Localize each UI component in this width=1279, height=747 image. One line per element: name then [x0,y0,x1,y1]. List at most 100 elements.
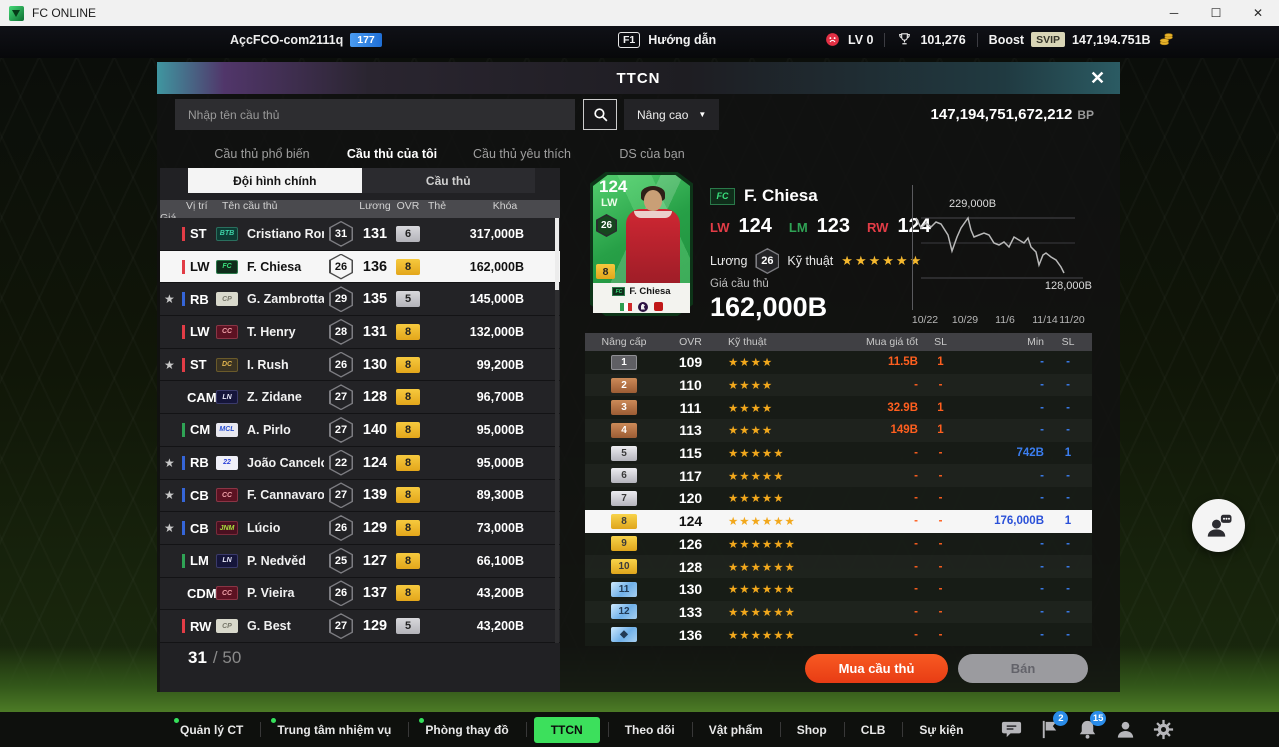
player-row[interactable]: ★ RB CP G. Zambrotta 29 135 5 145,000B [160,283,560,317]
upgrade-row[interactable]: 12 133 ★★★★★★ - - - - [585,600,1092,624]
player-position: RB [174,455,214,470]
nav-item[interactable]: Trung tâm nhiệm vụ [260,712,408,747]
player-row[interactable]: ★ LM LN P. Nedvěd 25 127 8 66,100B [160,544,560,578]
subtab-players[interactable]: Cầu thủ [361,168,535,193]
tab-popular-players[interactable]: Cầu thủ phổ biến [214,147,310,161]
flag-icon[interactable]: 2 [1038,711,1069,741]
detail-positions: LW 124 LM 123 RW 124 [710,215,939,238]
scrollbar-thumb[interactable] [555,218,559,290]
buy-player-button[interactable]: Mua cầu thủ [805,654,948,683]
player-row[interactable]: ★ RB 22 João Cancelo 22 124 8 95,000B [160,446,560,480]
chat-fab-button[interactable] [1192,499,1245,552]
settings-gear-icon[interactable] [1152,718,1175,741]
tab-favorite-players[interactable]: Cầu thủ yêu thích [473,147,571,161]
advanced-search-label: Nâng cao [637,107,689,122]
upgrade-level-badge: 2 [611,377,637,393]
upgrade-skill-stars: ★★★★★★ [728,516,796,529]
upgrade-row[interactable]: 9 126 ★★★★★★ - - - - [585,532,1092,556]
min-quantity: - [1066,356,1070,369]
season-badge: DC [216,357,238,372]
maximize-button[interactable]: ☐ [1210,6,1222,20]
season-badge: CP [216,292,238,307]
card-level-badge: 8 [396,454,420,471]
divider [976,32,978,47]
tab-my-players[interactable]: Cầu thủ của tôi [327,142,457,171]
nav-item-label: Shop [796,722,827,737]
close-icon[interactable]: ✕ [1089,67,1106,88]
upgrade-row[interactable]: 4 113 ★★★★ 149B 1 - - [585,419,1092,442]
season-badge: LN [216,553,238,568]
premier-league-icon [638,301,648,312]
upgrade-row[interactable]: 5 115 ★★★★★ - - 742B 1 [585,441,1092,465]
player-row[interactable]: ★ LW FC F. Chiesa 26 136 8 162,000B [160,250,560,284]
upgrade-row[interactable]: 1 109 ★★★★ 11.5B 1 - - [585,351,1092,374]
player-ovr: 127 [362,552,388,569]
nav-item[interactable]: TTCN [525,712,608,747]
upgrade-ovr: 133 [678,603,703,620]
nav-item[interactable]: Vật phẩm [691,712,780,747]
upgrade-row[interactable]: 6 117 ★★★★★ - - - - [585,464,1092,488]
squad-counter: 31 / 50 [188,648,241,668]
search-button[interactable] [583,99,617,130]
player-row[interactable]: ★ ST DC I. Rush 26 130 8 99,200B [160,348,560,382]
upgrade-row[interactable]: ◆ 136 ★★★★★★ - - - - [585,623,1092,646]
nav-item[interactable]: Sự kiện [902,712,980,747]
player-row[interactable]: ★ CAM LN Z. Zidane 27 128 8 96,700B [160,381,560,415]
account-level-badge: 177 [350,33,382,47]
nav-item[interactable]: Shop [779,712,844,747]
subtab-main-squad[interactable]: Đội hình chính [188,168,362,193]
upgrade-row[interactable]: 2 110 ★★★★ - - - - [585,373,1092,397]
card-level-badge: 8 [396,389,420,406]
player-name: G. Best [247,619,291,634]
player-row[interactable]: ★ ST BTB Cristiano Ronaldo 31 131 6 317,… [160,218,560,251]
buy-price: 32.9B [887,401,918,414]
player-row[interactable]: ★ CM MCL A. Pirlo 27 140 8 95,000B [160,414,560,447]
player-row[interactable]: ★ LW CC T. Henry 28 131 8 132,000B [160,316,560,349]
account-info[interactable]: AçcFCO-com2111q 177 [230,33,382,47]
min-quantity: - [1066,560,1070,573]
profile-icon[interactable] [1114,718,1137,741]
buy-quantity: - [938,537,943,550]
nav-item-label: Theo dõi [624,722,675,737]
divider [884,32,886,47]
tab-your-list[interactable]: DS của bạn [619,147,685,161]
player-position: CB [174,521,214,536]
player-price: 132,000B [469,324,524,339]
buy-price: - [914,469,918,482]
nav-item[interactable]: CLB [843,712,903,747]
upgrade-ovr: 117 [679,467,702,484]
min-quantity: - [1066,379,1070,392]
nav-item[interactable]: Quản lý CT [163,712,260,747]
player-name: I. Rush [247,357,289,372]
nav-item[interactable]: Phòng thay đồ [408,712,525,747]
close-window-button[interactable]: ✕ [1252,6,1264,20]
help-shortcut[interactable]: F1 Hướng dẫn [618,32,716,48]
player-row[interactable]: ★ CB JNM Lúcio 26 129 8 73,000B [160,512,560,545]
nav-item[interactable]: Theo dõi [607,712,692,747]
sell-button[interactable]: Bán [958,654,1088,683]
squad-count: 31 [188,648,207,667]
card-player-name: F. Chiesa [629,286,671,297]
minimize-button[interactable]: ─ [1169,6,1179,20]
advanced-search-dropdown[interactable]: Nâng cao ▼ [624,99,720,130]
player-price: 95,000B [476,422,524,437]
card-level-badge: 8 [396,356,420,373]
buy-price: - [914,537,918,550]
upgrade-row[interactable]: 11 130 ★★★★★★ - - - - [585,577,1092,601]
player-row[interactable]: ★ CDM CC P. Vieira 26 137 8 43,200B [160,577,560,611]
upgrade-row[interactable]: 3 111 ★★★★ 32.9B 1 - - [585,396,1092,420]
chat-bubble-icon[interactable] [1000,718,1023,741]
player-price: 95,000B [476,455,524,470]
salary-hexagon: 28 [329,318,353,345]
player-list-scrollbar[interactable] [555,218,559,643]
italy-flag-icon [620,302,632,311]
upgrade-row[interactable]: 7 120 ★★★★★ - - - - [585,487,1092,510]
search-input[interactable] [175,99,575,130]
upgrade-row[interactable]: 10 128 ★★★★★★ - - - - [585,555,1092,578]
favorite-star-icon: ★ [164,357,175,372]
player-row[interactable]: ★ CB CC F. Cannavaro 27 139 8 89,300B [160,479,560,513]
bell-icon[interactable]: 15 [1076,711,1107,741]
upgrade-row[interactable]: 8 124 ★★★★★★ - - 176,000B 1 [585,509,1092,533]
player-row[interactable]: ★ RW CP G. Best 27 129 5 43,200B [160,610,560,643]
bell-badge: 15 [1089,711,1107,726]
